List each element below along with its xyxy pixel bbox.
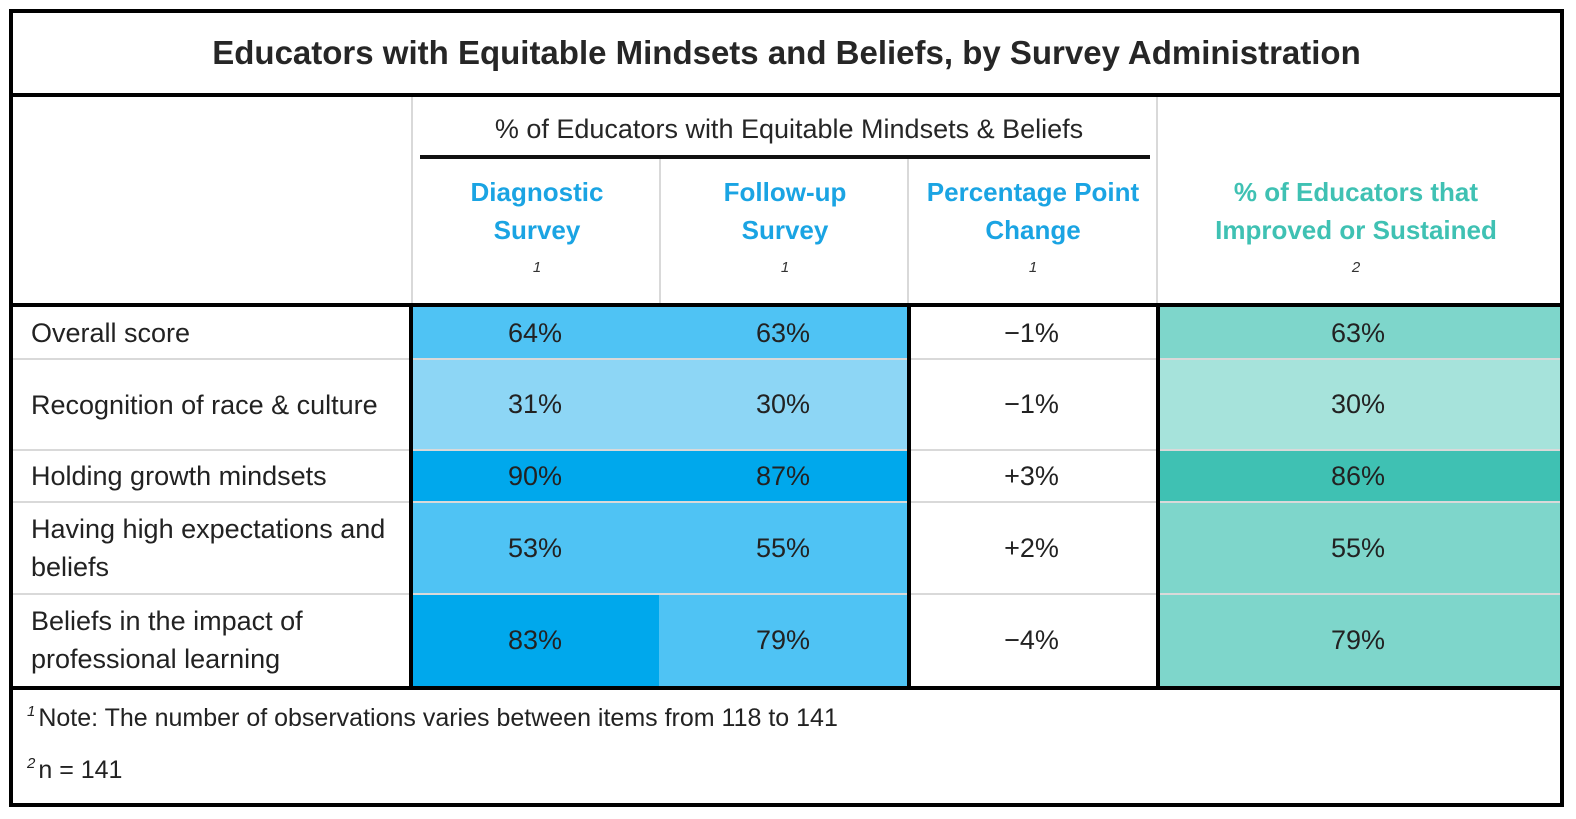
body-column-rule bbox=[409, 307, 413, 686]
divider bbox=[1156, 97, 1158, 303]
table-cell: 86% bbox=[1156, 450, 1560, 502]
table-cell: 31% bbox=[411, 359, 659, 450]
table-cell: 55% bbox=[659, 502, 907, 594]
table-cell: 64% bbox=[411, 307, 659, 359]
body-column-rule bbox=[907, 307, 911, 686]
divider bbox=[659, 159, 661, 303]
table-cell: 30% bbox=[659, 359, 907, 450]
table-cell: +3% bbox=[907, 450, 1156, 502]
table-cell: 53% bbox=[411, 502, 659, 594]
body-column-rule bbox=[1156, 307, 1160, 686]
row-label: Beliefs in the impact of professional le… bbox=[31, 606, 303, 674]
divider bbox=[907, 159, 909, 303]
table-frame: Educators with Equitable Mindsets and Be… bbox=[9, 9, 1564, 807]
row-divider bbox=[13, 358, 1560, 360]
table-cell: 87% bbox=[659, 450, 907, 502]
col-header-followup: Follow-up Survey 1 bbox=[661, 163, 909, 303]
table-cell: 79% bbox=[659, 594, 907, 686]
footnote-text: Note: The number of observations varies … bbox=[38, 704, 838, 732]
footnote-1: 1 Note: The number of observations varies… bbox=[27, 703, 838, 733]
col-header-line1: Diagnostic bbox=[470, 177, 604, 207]
col-header-line1: Follow-up bbox=[723, 177, 847, 207]
col-header-line2: Survey bbox=[741, 215, 829, 245]
row-label: Holding growth mindsets bbox=[31, 461, 327, 491]
table-cell: 55% bbox=[1156, 502, 1560, 594]
footnote-mark: 1 bbox=[27, 703, 36, 720]
table-cell: −4% bbox=[907, 594, 1156, 686]
footnote-text: n = 141 bbox=[38, 756, 123, 784]
col-header-line1: % of Educators that bbox=[1233, 177, 1479, 207]
footnote-mark: 2 bbox=[27, 755, 36, 772]
row-label: Recognition of race & culture bbox=[31, 389, 378, 420]
table-title: Educators with Equitable Mindsets and Be… bbox=[13, 13, 1560, 97]
group-header-rule bbox=[420, 155, 1150, 159]
col-header-line1: Percentage Point bbox=[926, 177, 1140, 207]
table-cell: 79% bbox=[1156, 594, 1560, 686]
table-cell: 83% bbox=[411, 594, 659, 686]
row-divider bbox=[13, 593, 1560, 595]
col-header-footnote: 2 bbox=[1351, 259, 1361, 276]
col-header-change: Percentage Point Change 1 bbox=[909, 163, 1157, 303]
row-label: Having high expectations and beliefs bbox=[31, 514, 386, 582]
table-cell: −1% bbox=[907, 307, 1156, 359]
row-label: Overall score bbox=[31, 318, 191, 348]
divider bbox=[411, 97, 413, 303]
table-cell: −1% bbox=[907, 359, 1156, 450]
col-header-improved: % of Educators that Improved or Sustaine… bbox=[1161, 163, 1551, 303]
group-header: % of Educators with Equitable Mindsets &… bbox=[494, 113, 1084, 144]
row-divider bbox=[13, 449, 1560, 451]
header-rule bbox=[13, 303, 1560, 307]
table-cell: 30% bbox=[1156, 359, 1560, 450]
col-header-footnote: 1 bbox=[780, 259, 790, 276]
col-header-line2: Improved or Sustained bbox=[1215, 215, 1497, 245]
footer-rule bbox=[13, 686, 1560, 690]
table-cell: 63% bbox=[659, 307, 907, 359]
table-cell: +2% bbox=[907, 502, 1156, 594]
table-cell: 90% bbox=[411, 450, 659, 502]
col-header-footnote: 1 bbox=[532, 259, 542, 276]
col-header-line2: Survey bbox=[493, 215, 581, 245]
row-divider bbox=[13, 501, 1560, 503]
col-header-footnote: 1 bbox=[1028, 259, 1038, 276]
col-header-diagnostic: Diagnostic Survey 1 bbox=[413, 163, 661, 303]
col-header-line2: Change bbox=[985, 215, 1081, 245]
table-cell: 63% bbox=[1156, 307, 1560, 359]
